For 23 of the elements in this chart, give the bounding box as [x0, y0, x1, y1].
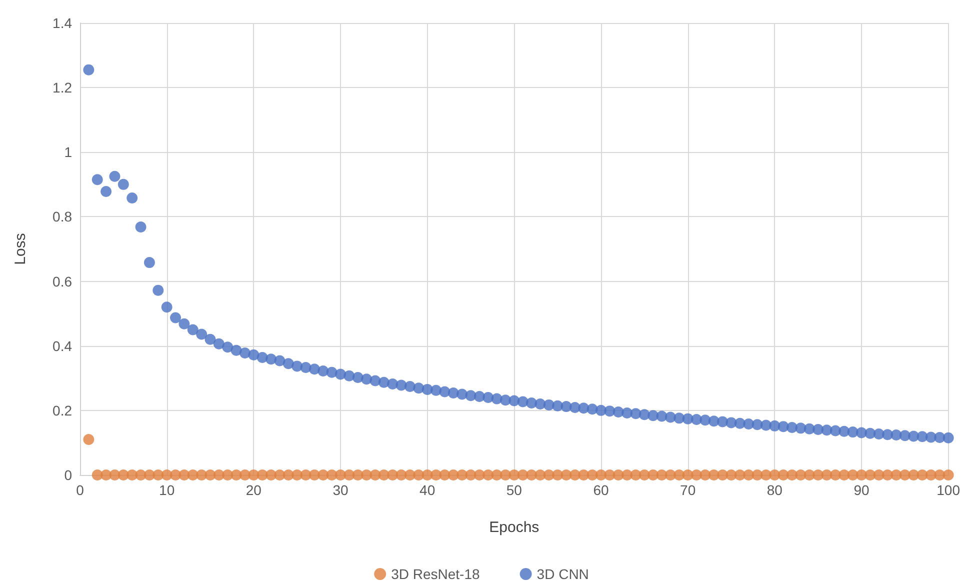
x-axis-title: Epochs: [489, 519, 540, 536]
y-tick-label: 1.2: [52, 80, 72, 96]
x-tick-label: 0: [76, 482, 84, 498]
x-tick-label: 40: [420, 482, 436, 498]
y-tick-label: 0.8: [52, 208, 72, 225]
x-tick-label: 90: [854, 482, 870, 498]
x-tick-label: 80: [766, 482, 783, 498]
y-tick-label: 1.4: [52, 15, 72, 31]
y-tick-label: 0.6: [52, 273, 72, 290]
y-axis-title: Loss: [12, 233, 29, 265]
x-tick-label: 70: [680, 482, 696, 498]
y-tick-label: 0.4: [52, 338, 72, 354]
x-tick-label: 10: [159, 482, 175, 498]
legend-label: 3D CNN: [536, 566, 589, 582]
x-tick-label: 100: [936, 482, 960, 498]
x-tick-label: 20: [246, 482, 262, 498]
x-tick-label: 50: [506, 482, 522, 498]
x-tick-label: 60: [593, 482, 609, 498]
y-tick-label: 0.2: [52, 402, 72, 418]
y-tick-label: 1: [64, 144, 72, 160]
legend-label: 3D ResNet-18: [391, 566, 480, 582]
x-tick-label: 30: [332, 482, 348, 498]
y-tick-label: 0: [64, 467, 72, 483]
